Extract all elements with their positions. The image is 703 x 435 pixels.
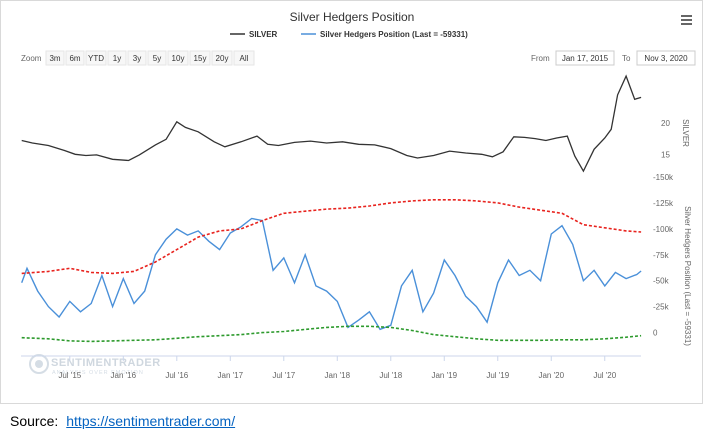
zoom-button-5y[interactable]: 5y — [147, 50, 167, 66]
source-link[interactable]: https://sentimentrader.com/ — [66, 413, 236, 429]
range-to-label: To — [622, 54, 631, 63]
x-axis: Jul '15 Jan '16 Jul '16 Jan '17 Jul '17 Jan '… — [21, 355, 641, 380]
upper-y-tick: 20 — [661, 119, 670, 128]
lower-y-tick: -25k — [653, 303, 670, 312]
zoom-button-1y[interactable]: 1y — [107, 50, 127, 66]
legend-item-silver[interactable]: SILVER — [230, 30, 278, 39]
x-tick-label: Jul '15 — [58, 371, 81, 380]
x-tick-label: Jan '16 — [111, 371, 137, 380]
x-tick-label: Jul '20 — [593, 371, 616, 380]
watermark: SENTIMENTRADER ANALYSIS OVER EMOTION — [29, 354, 161, 376]
range-from-label: From — [531, 54, 550, 63]
x-tick-label: Jan '17 — [218, 371, 244, 380]
series-line-silver — [21, 74, 642, 173]
zoom-button-label: All — [240, 54, 249, 63]
source-line: Source: https://sentimentrader.com/ — [10, 413, 235, 429]
zoom-button-label: 10y — [172, 54, 185, 63]
zoom-button-label: 1y — [113, 54, 121, 63]
chart-title: Silver Hedgers Position — [290, 10, 415, 24]
lower-y-tick: -75k — [653, 251, 670, 260]
legend-item-hedgers[interactable]: Silver Hedgers Position (Last = -59331) — [301, 30, 468, 39]
upper-y-tick: 15 — [661, 150, 670, 159]
watermark-sub: ANALYSIS OVER EMOTION — [52, 370, 144, 376]
lower-y-tick: -50k — [653, 277, 670, 286]
range-from-input[interactable]: Jan 17, 2015 — [555, 50, 615, 66]
zoom-button-ytd[interactable]: YTD — [85, 50, 107, 66]
zoom-button-all[interactable]: All — [233, 50, 255, 66]
series-line-silver-hedgers-position-last-59331 — [21, 217, 642, 331]
legend-label-silver: SILVER — [249, 30, 278, 39]
legend: SILVER Silver Hedgers Position (Last = -… — [230, 30, 468, 39]
x-tick-label: Jul '19 — [486, 371, 509, 380]
zoom-button-20y[interactable]: 20y — [211, 50, 233, 66]
range-to-input[interactable]: Nov 3, 2020 — [636, 50, 696, 66]
zoom-button-6m[interactable]: 6m — [65, 50, 85, 66]
zoom-button-label: 3m — [49, 54, 60, 63]
range-to-value: Nov 3, 2020 — [644, 54, 688, 63]
lower-panel: 0 -25k -50k -75k -100k -125k -150k — [21, 173, 674, 343]
legend-label-hedgers: Silver Hedgers Position (Last = -59331) — [320, 30, 468, 39]
range-from-value: Jan 17, 2015 — [562, 54, 609, 63]
lower-axis-title: Silver Hedgers Position (Last = -59331) — [683, 206, 692, 346]
zoom-buttons: 3m 6m YTD 1y 3y 5y 10y 15y 20y All — [45, 50, 255, 66]
lower-y-tick: -100k — [653, 225, 674, 234]
zoom-button-3m[interactable]: 3m — [45, 50, 65, 66]
lower-y-tick: 0 — [653, 329, 658, 338]
x-tick-label: Jan '19 — [431, 371, 457, 380]
chart-container: Silver Hedgers Position SILVER Silver He… — [0, 0, 703, 404]
hamburger-menu-icon[interactable] — [677, 12, 695, 28]
zoom-button-label: 3y — [133, 54, 141, 63]
zoom-button-label: 20y — [216, 54, 229, 63]
zoom-button-label: 6m — [69, 54, 80, 63]
lower-y-tick: -125k — [653, 199, 674, 208]
x-tick-label: Jul '16 — [165, 371, 188, 380]
watermark-main: SENTIMENTRADER — [51, 357, 161, 369]
zoom-label: Zoom — [21, 54, 42, 63]
lower-y-tick: -150k — [653, 173, 674, 182]
zoom-button-3y[interactable]: 3y — [127, 50, 147, 66]
series-line-lower-band — [21, 325, 642, 343]
source-label: Source: — [10, 413, 59, 429]
x-tick-label: Jan '18 — [325, 371, 351, 380]
zoom-button-10y[interactable]: 10y — [167, 50, 189, 66]
zoom-button-label: 15y — [194, 54, 207, 63]
x-tick-label: Jul '18 — [379, 371, 402, 380]
upper-axis-title: SILVER — [681, 119, 690, 147]
zoom-button-15y[interactable]: 15y — [189, 50, 211, 66]
zoom-button-label: YTD — [88, 54, 104, 63]
x-tick-label: Jan '20 — [538, 371, 564, 380]
series-line-upper-band — [21, 199, 642, 275]
zoom-button-label: 5y — [153, 54, 161, 63]
chart-svg: Silver Hedgers Position SILVER Silver He… — [21, 10, 696, 380]
x-tick-label: Jul '17 — [272, 371, 295, 380]
